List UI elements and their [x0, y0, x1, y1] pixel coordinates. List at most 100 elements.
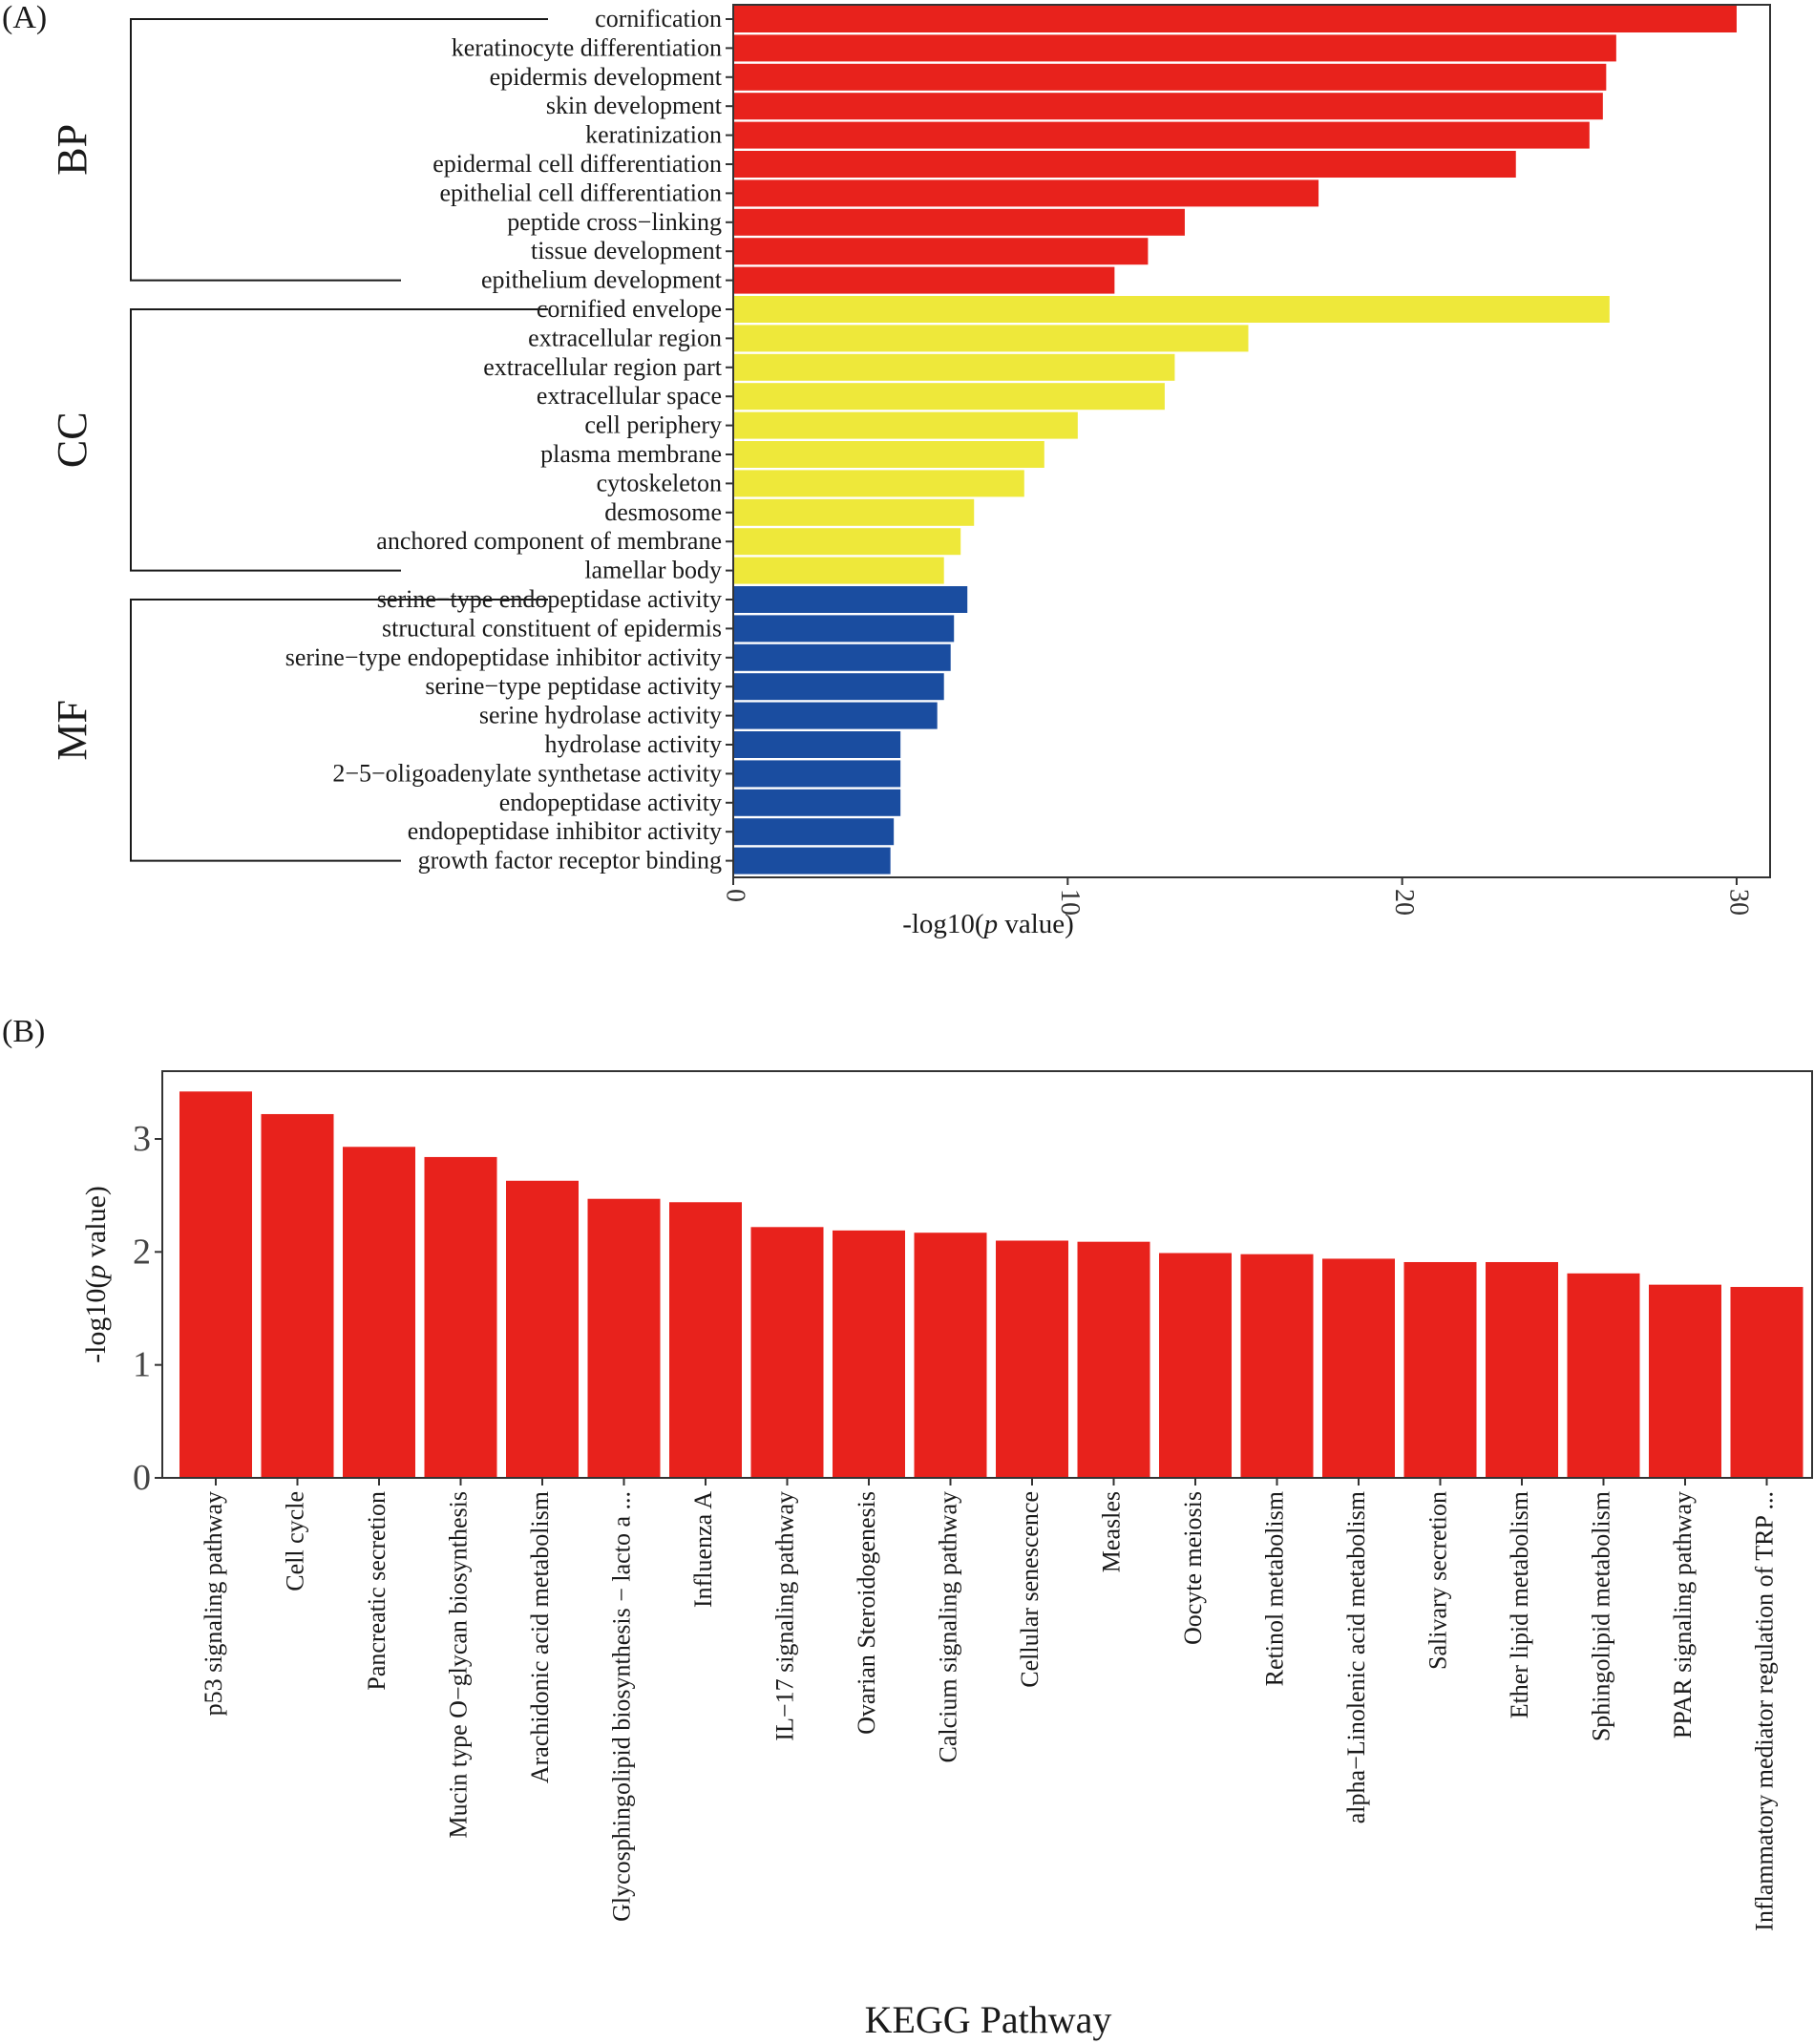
x-tick-label: 30: [1724, 889, 1754, 916]
category-label: serine hydrolase activity: [479, 702, 722, 729]
kegg-category-label: Mucin type O−glycan biosynthesis: [444, 1491, 472, 1838]
kegg-bar-16: [1486, 1261, 1558, 1477]
kegg-category-label: Oocyte meiosis: [1179, 1491, 1207, 1645]
x-tick-label: 10: [1055, 889, 1085, 916]
kegg-category-label: Calcium signaling pathway: [934, 1491, 961, 1763]
kegg-bar-1: [261, 1113, 334, 1477]
bar-cc-7: [734, 498, 975, 526]
bar-cc-4: [734, 411, 1078, 439]
kegg-bar-2: [343, 1147, 415, 1477]
group-label-cc: CC: [49, 411, 95, 468]
category-label: peptide cross−linking: [507, 208, 722, 236]
panel-label-a: (A): [2, 0, 48, 35]
bar-cc-3: [734, 383, 1165, 411]
category-label: tissue development: [531, 237, 723, 264]
category-label: hydrolase activity: [544, 730, 722, 758]
category-label: epidermis development: [490, 63, 723, 91]
y-axis-title-prefix: -log10(: [80, 1279, 112, 1363]
bar-cc-1: [734, 325, 1249, 352]
kegg-category-label: Measles: [1097, 1491, 1125, 1572]
kegg-bar-6: [669, 1202, 742, 1477]
kegg-category-label: Cellular senescence: [1016, 1491, 1044, 1688]
y-axis-title: -log10(p value): [80, 1186, 112, 1363]
kegg-category-label: Pancreatic secretion: [363, 1491, 390, 1691]
category-label: endopeptidase inhibitor activity: [408, 817, 722, 845]
x-tick-label: 0: [721, 889, 750, 902]
kegg-category-label: IL−17 signaling pathway: [770, 1491, 798, 1741]
category-label: cornified envelope: [537, 295, 722, 323]
bar-cc-9: [734, 557, 944, 584]
bar-cc-6: [734, 470, 1024, 497]
bar-mf-9: [734, 847, 891, 874]
y-tick-label: 0: [133, 1458, 151, 1498]
bar-cc-5: [734, 441, 1044, 468]
kegg-category-label: Salivary secretion: [1424, 1491, 1451, 1670]
bar-bp-1: [734, 34, 1616, 62]
y-axis-title-suffix: value): [80, 1186, 112, 1264]
kegg-category-label: Influenza A: [689, 1491, 717, 1608]
y-axis-title-italic: p: [80, 1265, 112, 1281]
x-tick-label: 20: [1389, 889, 1419, 916]
x-axis-title-suffix: value): [998, 909, 1074, 939]
category-label: keratinocyte differentiation: [452, 33, 722, 61]
category-label: serine−type peptidase activity: [425, 672, 722, 700]
category-label: anchored component of membrane: [376, 527, 722, 555]
kegg-bar-13: [1240, 1254, 1314, 1477]
bar-bp-0: [734, 6, 1737, 32]
x-axis-title: KEGG Pathway: [865, 1998, 1112, 2041]
category-label: skin development: [546, 92, 723, 119]
kegg-bar-4: [506, 1180, 579, 1477]
bar-bp-6: [734, 179, 1319, 207]
bar-mf-6: [734, 760, 901, 788]
bar-mf-0: [734, 586, 968, 613]
bar-bp-7: [734, 208, 1185, 236]
panel-label-b: (B): [2, 1014, 46, 1049]
category-label: epithelial cell differentiation: [439, 179, 722, 206]
category-label: serine−type endopeptidase inhibitor acti…: [285, 643, 722, 671]
kegg-bar-14: [1322, 1258, 1395, 1477]
kegg-bar-11: [1077, 1241, 1150, 1477]
kegg-bar-15: [1403, 1261, 1477, 1477]
y-tick-label: 3: [133, 1119, 151, 1159]
chart-b-kegg-pathway: p53 signaling pathway Cell cycle Pancreati…: [80, 1070, 1813, 2041]
kegg-category-label: Inflammatory mediator regulation of TRP …: [1750, 1491, 1778, 1931]
kegg-bar-19: [1730, 1287, 1803, 1477]
category-label: cell periphery: [584, 411, 722, 439]
bar-mf-7: [734, 789, 901, 816]
bar-bp-4: [734, 121, 1590, 149]
category-label: epidermal cell differentiation: [432, 150, 722, 178]
kegg-category-label: PPAR signaling pathway: [1669, 1491, 1697, 1738]
category-label: 2−5−oligoadenylate synthetase activity: [332, 759, 722, 787]
bar-mf-2: [734, 643, 951, 671]
category-label: growth factor receptor binding: [418, 847, 722, 874]
category-label: lamellar body: [584, 557, 722, 584]
kegg-category-label: Glycosphingolipid biosynthesis − lacto a…: [607, 1491, 635, 1922]
category-label: structural constituent of epidermis: [382, 614, 722, 642]
bar-bp-3: [734, 93, 1603, 120]
group-bracket-mf: [130, 599, 548, 862]
x-axis-title-prefix: -log10(: [902, 909, 983, 939]
category-label: endopeptidase activity: [499, 789, 722, 816]
category-label: extracellular region part: [483, 353, 723, 381]
kegg-bar-9: [914, 1233, 987, 1477]
kegg-bar-17: [1567, 1273, 1640, 1477]
kegg-category-label: Arachidonic acid metabolism: [526, 1491, 554, 1783]
kegg-category-label: Ether lipid metabolism: [1506, 1491, 1533, 1718]
y-tick-label: 1: [133, 1345, 151, 1385]
category-label: cytoskeleton: [597, 469, 722, 496]
group-label-mf: MF: [49, 700, 95, 761]
bar-mf-5: [734, 731, 901, 758]
bar-mf-3: [734, 673, 944, 701]
category-label: plasma membrane: [540, 440, 722, 468]
kegg-category-label: alpha−Linolenic acid metabolism: [1342, 1491, 1370, 1823]
kegg-bar-7: [750, 1227, 824, 1477]
bar-mf-4: [734, 702, 938, 729]
category-label: epithelium development: [481, 266, 723, 294]
group-bracket-cc: [130, 308, 548, 572]
category-label: keratinization: [585, 121, 722, 149]
category-label: desmosome: [604, 498, 722, 526]
kegg-category-label: Ovarian Steroidogenesis: [853, 1491, 880, 1735]
bar-cc-2: [734, 353, 1175, 381]
